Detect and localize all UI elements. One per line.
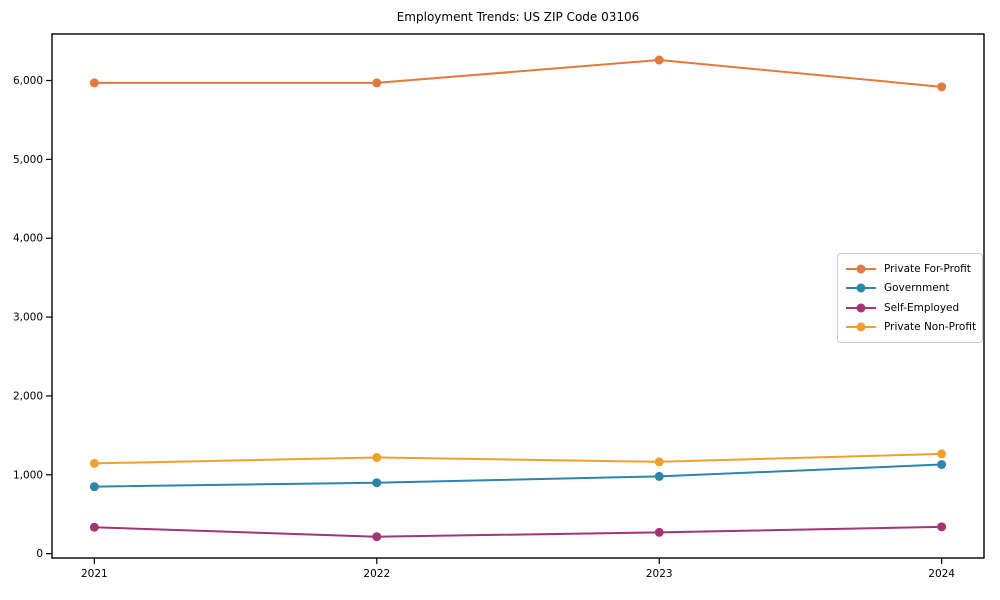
series-line-private-for-profit xyxy=(93,59,943,88)
data-point-government-2022 xyxy=(372,478,382,488)
legend-item-private-for-profit: Private For-Profit xyxy=(846,259,974,279)
x-tick-label: 2021 xyxy=(81,568,108,580)
legend-label: Self-Employed xyxy=(884,301,960,314)
y-tick-label: 1,000 xyxy=(13,469,43,481)
data-point-private-for-profit-2023 xyxy=(654,55,664,65)
data-point-self-employed-2022 xyxy=(372,532,382,542)
data-point-private-non-profit-2023 xyxy=(654,457,664,467)
y-tick-label: 4,000 xyxy=(13,233,43,245)
axes-spines xyxy=(51,33,985,559)
series-line-self-employed xyxy=(93,525,943,538)
legend-marker-dot xyxy=(856,322,866,332)
legend-label: Private Non-Profit xyxy=(884,321,977,334)
series-line-private-non-profit xyxy=(93,452,943,465)
x-tick-label: 2022 xyxy=(363,568,390,580)
data-point-self-employed-2021 xyxy=(89,522,99,532)
data-point-private-for-profit-2022 xyxy=(372,78,382,88)
y-tick-label: 5,000 xyxy=(13,154,43,166)
data-point-government-2021 xyxy=(89,482,99,492)
legend-marker-dot xyxy=(856,303,866,313)
x-tick-label: 2024 xyxy=(928,568,955,580)
y-tick-label: 0 xyxy=(36,548,43,560)
y-tick-label: 3,000 xyxy=(13,312,43,324)
data-point-self-employed-2024 xyxy=(937,522,947,532)
legend-marker-dot xyxy=(856,283,866,293)
legend-line-swatch xyxy=(846,283,876,293)
y-tick-label: 6,000 xyxy=(13,75,43,87)
legend-item-government: Government xyxy=(846,279,974,299)
data-point-government-2024 xyxy=(937,460,947,470)
data-point-private-non-profit-2021 xyxy=(89,458,99,468)
series-line-government xyxy=(93,463,943,488)
data-point-self-employed-2023 xyxy=(654,527,664,537)
legend-line-swatch xyxy=(846,322,876,332)
legend: Private For-Profit Government Self-Employe… xyxy=(837,253,983,343)
legend-label: Private For-Profit xyxy=(884,262,971,275)
legend-line-swatch xyxy=(846,264,876,274)
data-point-private-for-profit-2024 xyxy=(937,82,947,92)
data-point-private-non-profit-2022 xyxy=(372,452,382,462)
data-point-government-2023 xyxy=(654,471,664,481)
legend-line-swatch xyxy=(846,303,876,313)
data-point-private-for-profit-2021 xyxy=(89,78,99,88)
legend-label: Government xyxy=(884,282,950,295)
chart-title: Employment Trends: US ZIP Code 03106 xyxy=(396,10,640,24)
legend-marker-dot xyxy=(856,264,866,274)
x-tick-label: 2023 xyxy=(646,568,673,580)
data-point-private-non-profit-2024 xyxy=(937,449,947,459)
legend-item-private-non-profit: Private Non-Profit xyxy=(846,318,977,338)
y-tick-label: 2,000 xyxy=(13,390,43,402)
legend-item-self-employed: Self-Employed xyxy=(846,298,974,318)
